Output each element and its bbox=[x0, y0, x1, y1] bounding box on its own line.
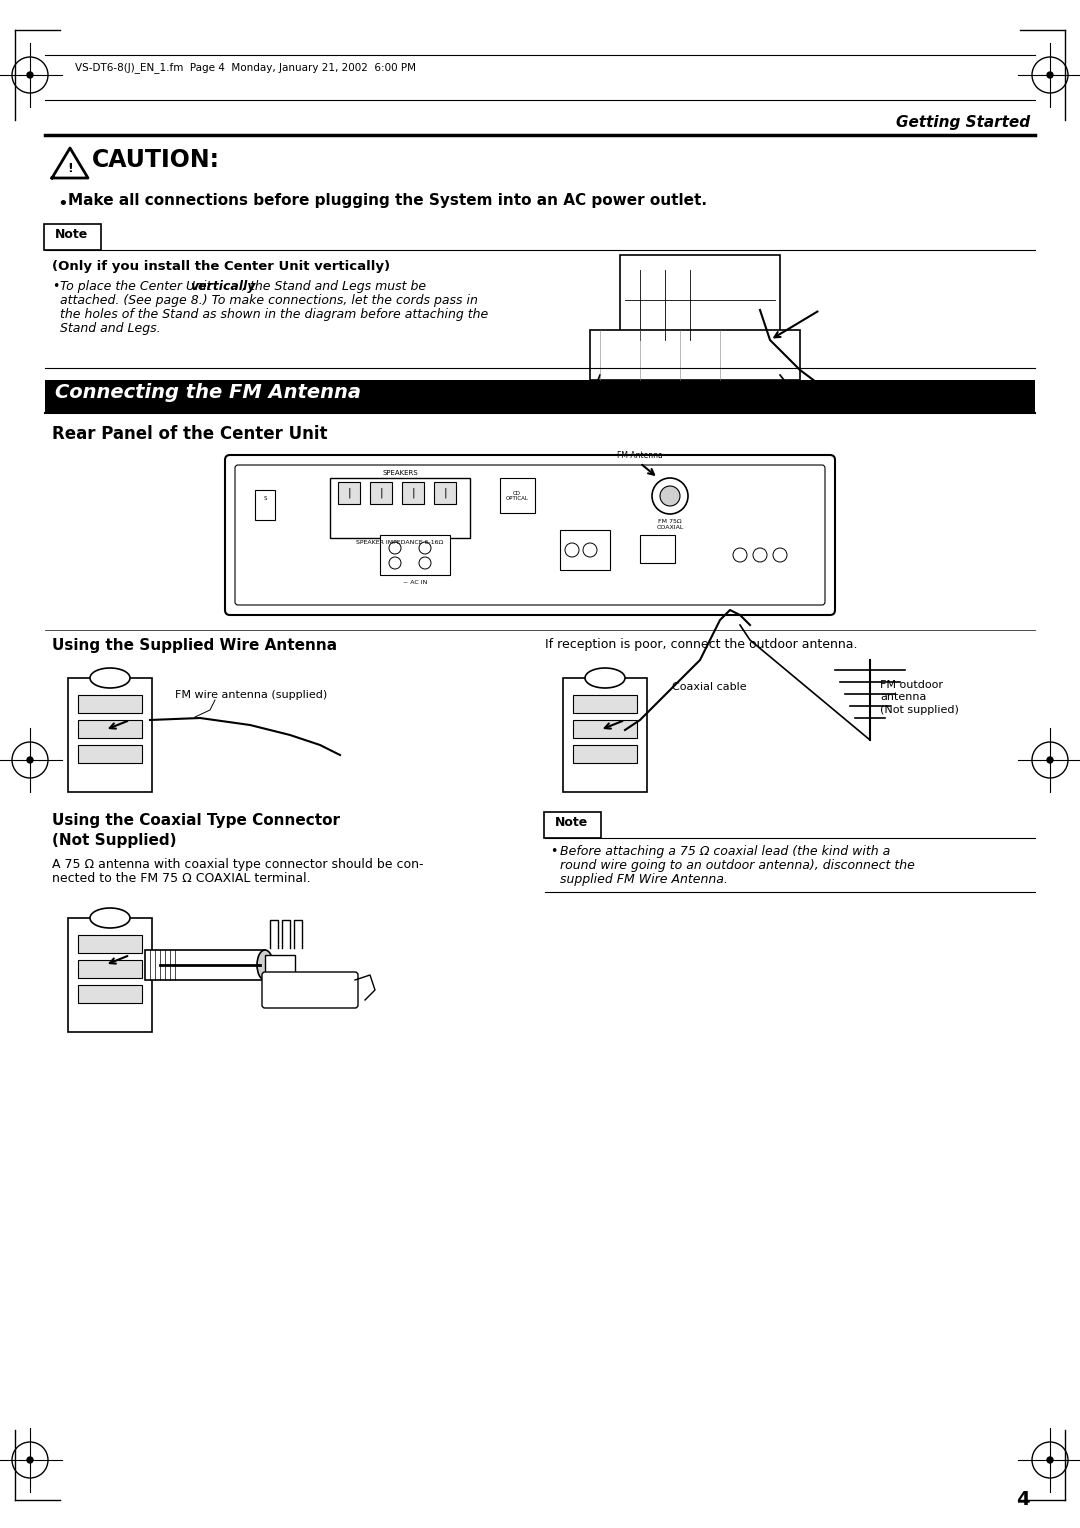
Circle shape bbox=[1047, 756, 1053, 762]
Bar bbox=[620, 255, 780, 374]
Text: vertically: vertically bbox=[190, 280, 255, 293]
Text: Getting Started: Getting Started bbox=[896, 115, 1030, 130]
Circle shape bbox=[660, 486, 680, 506]
FancyBboxPatch shape bbox=[44, 225, 102, 251]
Bar bbox=[500, 478, 535, 513]
Text: FM wire antenna (supplied): FM wire antenna (supplied) bbox=[175, 691, 327, 700]
Circle shape bbox=[1047, 72, 1053, 78]
Bar bbox=[573, 720, 637, 738]
Text: Rear Panel of the Center Unit: Rear Panel of the Center Unit bbox=[52, 425, 327, 443]
Ellipse shape bbox=[585, 668, 625, 688]
Text: supplied FM Wire Antenna.: supplied FM Wire Antenna. bbox=[561, 872, 728, 886]
Text: A 75 Ω antenna with coaxial type connector should be con-: A 75 Ω antenna with coaxial type connect… bbox=[52, 859, 423, 871]
Text: Before attaching a 75 Ω coaxial lead (the kind with a: Before attaching a 75 Ω coaxial lead (th… bbox=[561, 845, 890, 859]
Text: |: | bbox=[443, 487, 447, 498]
Text: CAUTION:: CAUTION: bbox=[92, 148, 220, 173]
FancyBboxPatch shape bbox=[262, 972, 357, 1008]
Circle shape bbox=[733, 549, 747, 562]
Bar bbox=[78, 720, 141, 738]
Circle shape bbox=[773, 549, 787, 562]
Bar bbox=[590, 330, 800, 380]
Bar bbox=[338, 481, 360, 504]
Bar bbox=[370, 481, 392, 504]
Bar bbox=[45, 380, 1035, 413]
Bar bbox=[145, 950, 265, 979]
Text: FM Antenna: FM Antenna bbox=[617, 451, 663, 460]
Text: •: • bbox=[57, 196, 68, 212]
Text: ~ AC IN: ~ AC IN bbox=[403, 581, 428, 585]
FancyBboxPatch shape bbox=[68, 918, 152, 1031]
FancyBboxPatch shape bbox=[225, 455, 835, 614]
Circle shape bbox=[565, 542, 579, 558]
Text: Coaxial cable: Coaxial cable bbox=[672, 681, 746, 692]
FancyBboxPatch shape bbox=[235, 465, 825, 605]
Ellipse shape bbox=[257, 950, 273, 979]
Text: (Not Supplied): (Not Supplied) bbox=[52, 833, 176, 848]
Text: (Only if you install the Center Unit vertically): (Only if you install the Center Unit ver… bbox=[52, 260, 390, 274]
Text: Stand and Legs.: Stand and Legs. bbox=[60, 322, 161, 335]
Circle shape bbox=[27, 1458, 33, 1462]
Text: |: | bbox=[411, 487, 415, 498]
Text: Note: Note bbox=[55, 228, 89, 241]
Text: Note: Note bbox=[555, 816, 589, 830]
Text: To place the Center Unit: To place the Center Unit bbox=[60, 280, 215, 293]
Text: the holes of the Stand as shown in the diagram before attaching the: the holes of the Stand as shown in the d… bbox=[60, 309, 488, 321]
Text: |: | bbox=[347, 487, 351, 498]
Circle shape bbox=[389, 542, 401, 555]
Circle shape bbox=[27, 72, 33, 78]
Text: •: • bbox=[52, 280, 59, 293]
FancyBboxPatch shape bbox=[68, 678, 152, 792]
FancyBboxPatch shape bbox=[563, 678, 647, 792]
Bar bbox=[573, 746, 637, 762]
Circle shape bbox=[419, 558, 431, 568]
Text: round wire going to an outdoor antenna), disconnect the: round wire going to an outdoor antenna),… bbox=[561, 859, 915, 872]
Text: FM outdoor
antenna
(Not supplied): FM outdoor antenna (Not supplied) bbox=[880, 680, 959, 715]
Text: FM 75Ω
COAXIAL: FM 75Ω COAXIAL bbox=[657, 520, 684, 530]
Bar bbox=[434, 481, 456, 504]
Bar bbox=[265, 955, 295, 975]
Text: 4: 4 bbox=[1016, 1490, 1030, 1510]
Bar bbox=[402, 481, 424, 504]
Bar bbox=[78, 695, 141, 714]
Circle shape bbox=[389, 558, 401, 568]
Circle shape bbox=[753, 549, 767, 562]
Bar bbox=[380, 535, 450, 575]
Bar bbox=[255, 490, 275, 520]
Text: Make all connections before plugging the System into an AC power outlet.: Make all connections before plugging the… bbox=[68, 193, 707, 208]
Text: |: | bbox=[379, 487, 382, 498]
Text: Using the Coaxial Type Connector: Using the Coaxial Type Connector bbox=[52, 813, 340, 828]
Bar bbox=[78, 986, 141, 1002]
Circle shape bbox=[27, 756, 33, 762]
Bar bbox=[78, 746, 141, 762]
Text: CD
OPTICAL: CD OPTICAL bbox=[505, 490, 528, 501]
Circle shape bbox=[652, 478, 688, 513]
Text: VS-DT6-8(J)_EN_1.fm  Page 4  Monday, January 21, 2002  6:00 PM: VS-DT6-8(J)_EN_1.fm Page 4 Monday, Janua… bbox=[75, 63, 416, 73]
Bar bbox=[561, 530, 610, 570]
FancyBboxPatch shape bbox=[544, 811, 600, 837]
Bar bbox=[78, 960, 141, 978]
Bar bbox=[640, 535, 675, 562]
Circle shape bbox=[583, 542, 597, 558]
Circle shape bbox=[419, 542, 431, 555]
Text: •: • bbox=[550, 845, 557, 859]
Text: nected to the FM 75 Ω COAXIAL terminal.: nected to the FM 75 Ω COAXIAL terminal. bbox=[52, 872, 311, 885]
Ellipse shape bbox=[90, 668, 130, 688]
Text: attached. (See page 8.) To make connections, let the cords pass in: attached. (See page 8.) To make connecti… bbox=[60, 293, 477, 307]
Text: , the Stand and Legs must be: , the Stand and Legs must be bbox=[242, 280, 427, 293]
Text: !: ! bbox=[67, 162, 72, 174]
Text: S: S bbox=[264, 495, 267, 501]
Ellipse shape bbox=[90, 908, 130, 927]
Text: Connecting the FM Antenna: Connecting the FM Antenna bbox=[55, 384, 361, 402]
Text: SPEAKER IMPEDANCE 6-16Ω: SPEAKER IMPEDANCE 6-16Ω bbox=[356, 539, 444, 545]
Text: Using the Supplied Wire Antenna: Using the Supplied Wire Antenna bbox=[52, 639, 337, 652]
Text: SPEAKERS: SPEAKERS bbox=[382, 471, 418, 477]
Bar bbox=[330, 478, 470, 538]
Bar bbox=[573, 695, 637, 714]
Text: If reception is poor, connect the outdoor antenna.: If reception is poor, connect the outdoo… bbox=[545, 639, 858, 651]
Circle shape bbox=[1047, 1458, 1053, 1462]
Bar bbox=[78, 935, 141, 953]
